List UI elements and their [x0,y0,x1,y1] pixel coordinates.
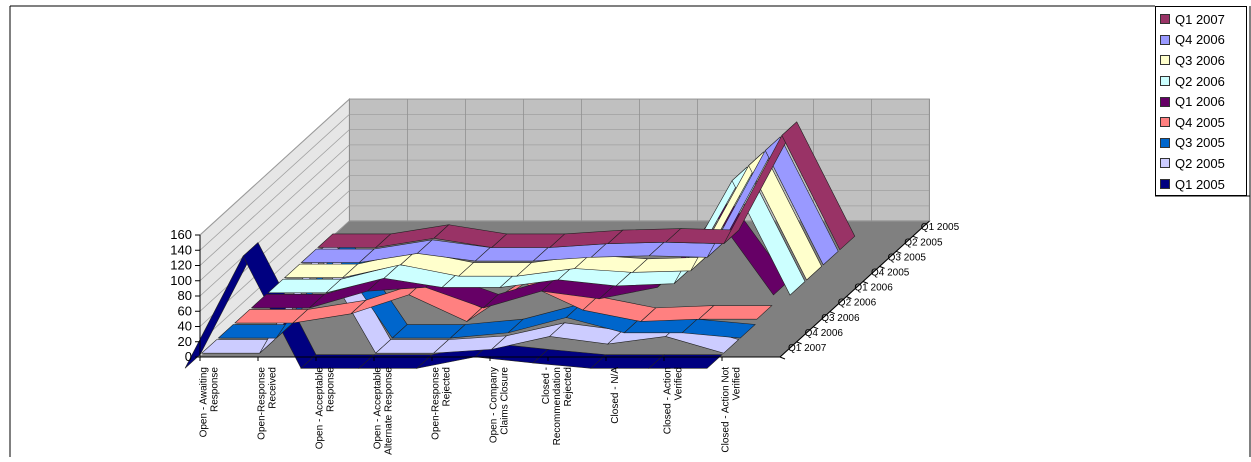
x-tick-label: Verified [732,367,743,400]
depth-tick [779,356,786,360]
depth-tick [896,250,902,254]
ribbon-segment [698,305,773,320]
y-tick-label: 20 [178,334,192,349]
legend-swatch [1160,55,1170,66]
depth-label: Q1 2006 [854,283,893,294]
depth-label: Q4 2006 [805,328,844,339]
x-tick-label: Closed - N/A [610,367,621,424]
ribbon-segment [681,318,756,339]
series-ribbon [317,121,856,251]
y-tick-label: 60 [178,303,192,318]
legend-item: Q4 2006 [1160,30,1246,51]
depth-label: Q3 2006 [821,313,860,324]
depth-label: Q1 2007 [788,343,827,354]
y-tick-label: 0 [185,349,192,364]
ribbon-segment [781,121,856,251]
x-tick-label: Recommendation [552,367,563,445]
depth-label: Q1 2005 [921,222,960,233]
y-tick-label: 160 [170,227,192,242]
x-tick-label: Response [326,367,337,412]
legend-swatch [1160,76,1170,87]
series-ribbon [234,269,773,324]
x-tick-label: Rejected [442,367,453,406]
legend-item: Q1 2005 [1160,174,1246,195]
x-tick-label: Open - Company [489,367,500,443]
depth-tick [862,281,869,284]
legend-item: Q3 2005 [1160,133,1246,154]
legend-swatch [1160,179,1170,190]
depth-tick [813,326,819,330]
legend-label: Q4 2005 [1175,114,1225,130]
legend: Q1 2007 Q4 2006 Q3 2006 Q2 2006 Q1 2006 Q4 20… [1155,6,1247,196]
y-tick-label: 100 [170,273,192,288]
legend-item: Q1 2007 [1160,9,1246,30]
y-tick-label: 40 [178,319,192,334]
legend-item: Q3 2006 [1160,50,1246,71]
x-tick-label: Closed - Action [663,367,674,434]
depth-label: Q2 2006 [838,298,877,309]
legend-label: Q1 2007 [1175,11,1225,27]
x-tick-label: Open-Response [431,367,442,440]
depth-label: Q4 2005 [871,268,910,279]
legend-swatch [1160,137,1170,148]
legend-swatch [1160,158,1170,169]
legend-label: Q2 2006 [1175,73,1225,89]
legend-label: Q1 2006 [1175,94,1225,110]
depth-tick [829,311,835,315]
x-tick-label: Closed - [541,367,552,404]
x-tick-label: Rejected [563,367,574,406]
legend-swatch [1160,117,1170,128]
depth-tick [846,296,852,300]
depth-tick [796,341,802,345]
legend-swatch [1160,96,1170,107]
legend-item: Q1 2006 [1160,91,1246,112]
y-tick-label: 120 [170,258,192,273]
legend-swatch [1160,34,1170,45]
y-tick-label: 140 [170,242,192,257]
series-ribbon [300,136,839,266]
x-tick-label: Response [210,367,221,412]
depth-tick [912,235,918,239]
legend-item: Q2 2006 [1160,71,1246,92]
x-tick-label: Received [268,367,279,409]
x-tick-label: Claims Closure [500,367,511,435]
x-tick-label: Open-Response [257,367,268,440]
legend-item: Q4 2005 [1160,112,1246,133]
depth-axis [779,220,930,358]
ribbon-segment [648,354,723,369]
y-tick-label: 80 [178,288,192,303]
ribbon-segment [748,151,822,281]
x-tick-label: Open - Acceptable [315,367,326,450]
legend-label: Q4 2006 [1175,32,1225,48]
legend-swatch [1160,14,1170,25]
x-tick-label: Verified [674,367,685,400]
legend-label: Q3 2005 [1175,135,1225,151]
legend-item: Q2 2005 [1160,153,1246,174]
x-tick-label: Alternate Response [384,367,395,455]
x-tick-label: Open - Acceptable [373,367,384,450]
legend-label: Q1 2005 [1175,176,1225,192]
ribbon-segment [764,136,839,266]
depth-label: Q3 2005 [888,252,927,263]
depth-label: Q2 2005 [904,237,943,248]
x-tick-label: Closed - Action Not [721,367,732,453]
legend-label: Q2 2005 [1175,155,1225,171]
depth-tick [879,265,885,269]
x-tick-label: Open - Awaiting [199,367,210,437]
legend-label: Q3 2006 [1175,52,1225,68]
